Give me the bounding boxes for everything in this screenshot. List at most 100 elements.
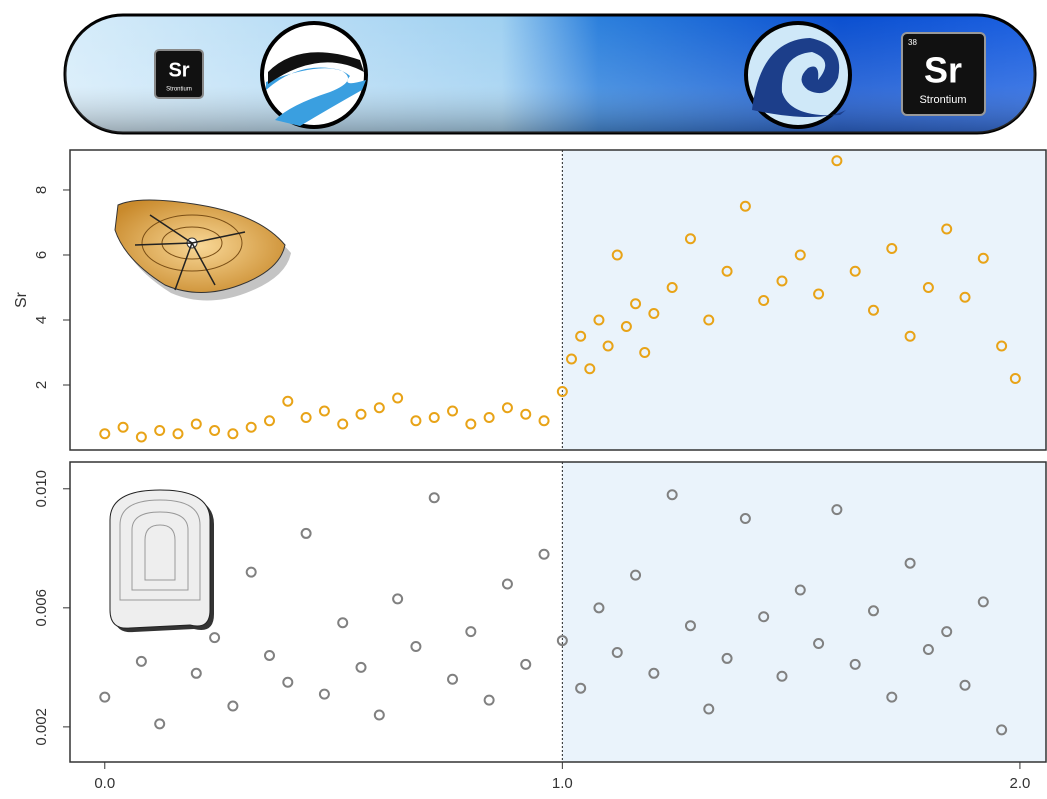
point <box>959 679 971 691</box>
point <box>300 527 312 539</box>
point <box>977 596 989 608</box>
point <box>99 691 111 703</box>
point <box>941 626 953 638</box>
point <box>684 620 696 632</box>
point <box>565 353 577 365</box>
point <box>776 275 788 287</box>
point <box>465 418 477 430</box>
element-symbol: Sr <box>168 59 189 81</box>
point <box>922 644 934 655</box>
point <box>721 265 733 277</box>
point <box>648 667 660 679</box>
point <box>904 557 916 569</box>
point <box>264 649 276 661</box>
point <box>190 418 202 430</box>
point <box>337 617 349 629</box>
point <box>867 605 879 617</box>
point <box>831 504 843 516</box>
point <box>355 661 367 673</box>
y-tick-label: 0.002 <box>33 708 50 746</box>
point <box>620 320 632 332</box>
point <box>703 703 715 715</box>
point <box>813 288 825 300</box>
point <box>392 392 404 404</box>
banner: Sr Strontium 38 Sr Strontium <box>63 13 1037 135</box>
point <box>373 402 385 414</box>
element-box <box>154 49 204 99</box>
point <box>410 641 422 653</box>
point <box>209 632 221 644</box>
point <box>392 593 404 605</box>
point <box>337 418 349 430</box>
point <box>584 363 596 375</box>
point <box>556 385 568 397</box>
point <box>666 281 678 293</box>
point <box>373 709 385 721</box>
point <box>831 155 843 167</box>
point <box>776 670 788 682</box>
point <box>520 658 532 670</box>
point <box>639 346 651 358</box>
point <box>593 602 605 614</box>
point <box>867 304 879 316</box>
point <box>154 718 166 730</box>
element-symbol: Sr <box>924 50 962 91</box>
point <box>794 584 806 596</box>
y-tick-label: 4 <box>33 316 50 324</box>
point <box>501 402 513 414</box>
point <box>721 652 733 664</box>
point <box>739 200 751 212</box>
x-tick-label: 2.0 <box>1009 775 1030 792</box>
point <box>282 676 294 688</box>
point <box>611 646 623 658</box>
point <box>465 626 477 638</box>
point <box>593 314 605 326</box>
point <box>355 408 367 420</box>
shell-icon <box>109 489 214 633</box>
point <box>575 682 587 694</box>
point <box>813 638 825 650</box>
point <box>154 424 166 436</box>
point <box>135 431 147 443</box>
y-tick-label: 0.006 <box>33 589 50 627</box>
point <box>630 569 642 581</box>
y-axis-label: Sr <box>13 291 30 308</box>
point <box>209 424 221 436</box>
point <box>703 314 715 326</box>
point <box>483 694 495 706</box>
point <box>794 249 806 261</box>
element-number: 38 <box>908 38 917 47</box>
point <box>849 265 861 277</box>
point <box>922 281 934 293</box>
plot-frame <box>69 461 1047 763</box>
element-name: Strontium <box>919 94 966 106</box>
point <box>245 421 257 433</box>
marine-zone <box>562 150 1046 450</box>
x-tick-label: 0.0 <box>94 775 115 792</box>
y-tick-label: 6 <box>33 251 50 259</box>
point <box>886 691 898 703</box>
point <box>977 252 989 264</box>
plot-frame <box>69 149 1047 451</box>
point <box>941 223 953 235</box>
point <box>575 330 587 342</box>
point <box>556 635 568 647</box>
point <box>428 411 440 423</box>
point <box>300 411 312 423</box>
point <box>758 294 770 306</box>
point <box>630 298 642 310</box>
panels: 2 4 6 8 Sr 0.002 0.006 0.010 0.0 1.0 2.0 <box>13 149 1047 792</box>
x-tick-label: 1.0 <box>552 775 573 792</box>
point <box>447 673 459 685</box>
point <box>190 667 202 679</box>
point <box>99 428 111 440</box>
y-tick-label: 2 <box>33 381 50 389</box>
point <box>996 340 1008 352</box>
point <box>666 489 678 501</box>
point <box>1009 372 1021 384</box>
point <box>264 415 276 427</box>
element-box <box>901 32 986 116</box>
point <box>245 566 257 578</box>
point <box>602 340 614 352</box>
